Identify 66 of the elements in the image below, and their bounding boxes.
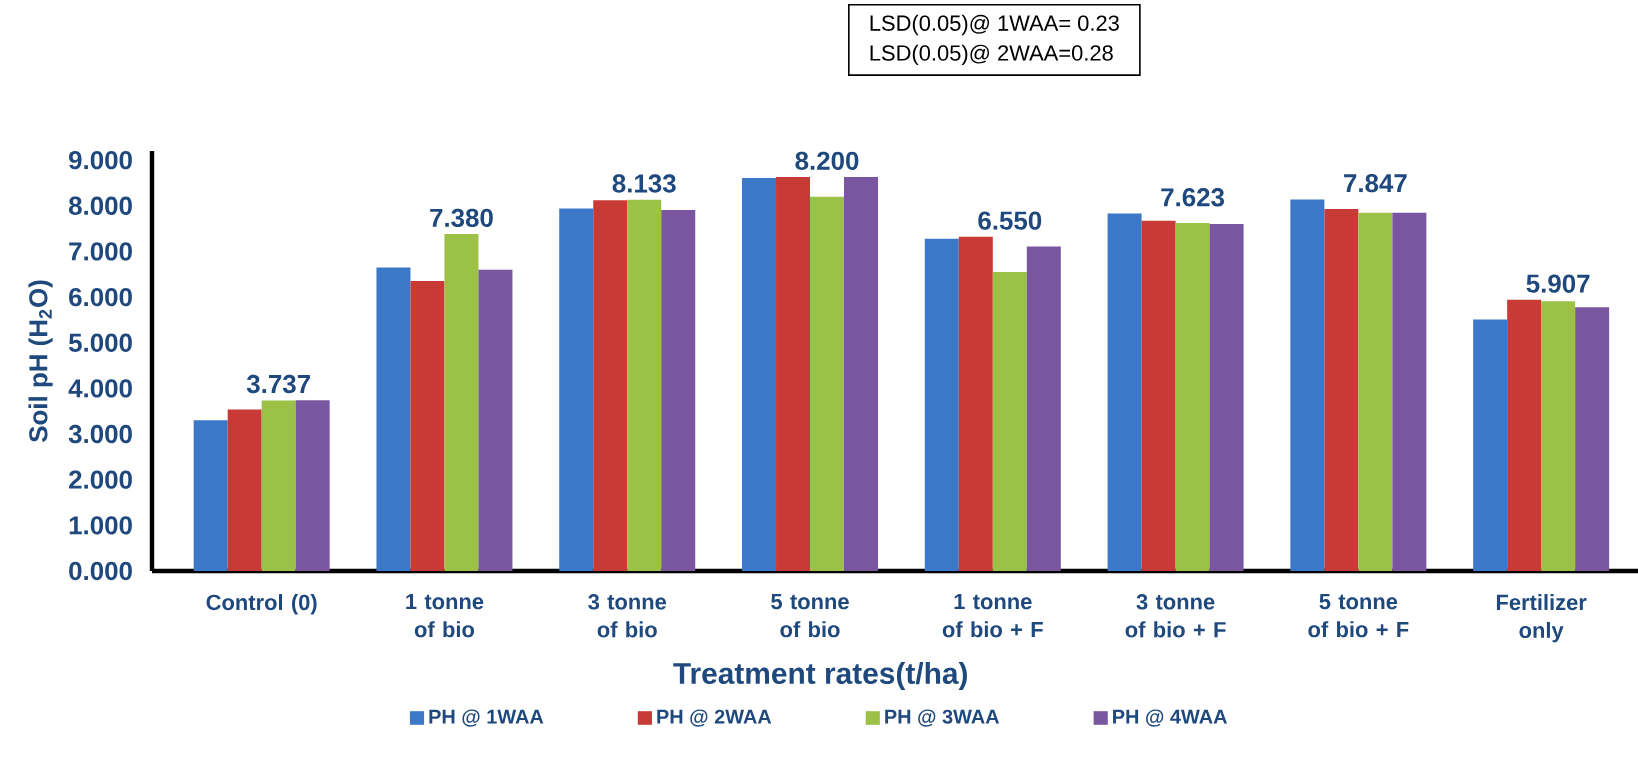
x-tick-label: 3 tonne of bio — [588, 594, 667, 638]
y-tick-label: 8.000 — [68, 196, 132, 215]
x-tick-label: 5 tonne of bio + F — [1308, 594, 1409, 638]
bar — [1575, 307, 1610, 571]
bar — [992, 271, 1027, 571]
legend-label: PH @ 2WAA — [657, 709, 772, 727]
bar — [1392, 212, 1427, 571]
bar — [1107, 213, 1142, 571]
bar — [810, 196, 845, 571]
bar — [1358, 212, 1393, 571]
bar — [742, 177, 777, 571]
y-tick-label: 9.000 — [69, 150, 132, 170]
y-tick-label: 4.000 — [68, 379, 132, 398]
bar — [958, 236, 993, 571]
y-tick-label: 2.000 — [69, 470, 132, 489]
text: LSD(0.05)@ 2WAA=0.28 — [870, 44, 1113, 66]
bar — [924, 238, 959, 571]
data-label: 7.623 — [1161, 188, 1225, 207]
x-tick-label: 5 tonne of bio — [771, 594, 849, 638]
bar — [1026, 246, 1061, 571]
bar — [593, 200, 628, 571]
y-tick-label: 6.000 — [69, 287, 132, 307]
bar — [227, 409, 262, 571]
bar — [261, 400, 296, 571]
x-tick-label: Control (0) — [206, 594, 317, 615]
y-tick-label: 1.000 — [69, 516, 132, 535]
x-axis-title: Treatment rates(t/ha) — [673, 662, 967, 690]
data-label: 5.907 — [1526, 274, 1590, 293]
x-tick-label: 3 tonne of bio + F — [1125, 594, 1226, 638]
bar — [295, 400, 330, 571]
bar — [1290, 199, 1325, 571]
bar — [776, 177, 811, 571]
bar — [1141, 220, 1176, 571]
data-label: 7.847 — [1344, 174, 1407, 193]
data-label: 7.380 — [430, 208, 493, 228]
bar — [1541, 301, 1576, 571]
legend-label: PH @ 1WAA — [429, 709, 544, 727]
bar — [478, 269, 513, 571]
bar — [1473, 319, 1508, 571]
y-tick-label: 0.000 — [69, 561, 132, 581]
bar — [661, 209, 696, 571]
data-label: 3.737 — [246, 374, 310, 394]
bar — [193, 420, 228, 571]
bar — [410, 281, 445, 571]
data-label: 6.550 — [978, 211, 1042, 230]
y-tick-label: 3.000 — [68, 424, 132, 444]
bar — [844, 177, 879, 571]
legend-label: PH @ 4WAA — [1113, 709, 1227, 727]
bar — [376, 267, 411, 571]
bar — [559, 208, 594, 571]
bar — [1324, 208, 1359, 571]
legend-label: PH @ 3WAA — [885, 709, 1000, 727]
x-tick-label: 1 tonne of bio — [406, 594, 484, 638]
data-label: 8.200 — [795, 151, 859, 170]
x-tick-label: Fertilizer only — [1496, 594, 1587, 643]
bar — [1209, 224, 1244, 571]
bar — [1175, 223, 1210, 571]
y-axis-title: Soil pH (H$_{2}$O) — [28, 280, 53, 443]
bar — [1507, 299, 1542, 571]
data-label: 8.133 — [612, 174, 676, 193]
y-tick-label: 5.000 — [68, 333, 132, 352]
y-tick-label: 7.000 — [69, 242, 132, 261]
x-tick-label: 1 tonne of bio + F — [942, 594, 1043, 638]
bar — [444, 234, 479, 571]
text: LSD(0.05)@ 1WAA= 0.23 — [870, 14, 1119, 36]
bar — [627, 199, 662, 571]
